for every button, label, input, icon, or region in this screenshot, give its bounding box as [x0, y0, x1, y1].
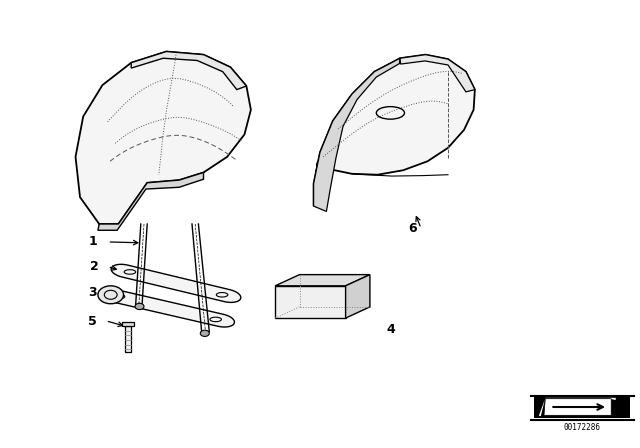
Text: 6: 6: [408, 222, 417, 235]
Polygon shape: [275, 286, 346, 318]
Polygon shape: [400, 55, 475, 92]
Circle shape: [135, 303, 144, 310]
Polygon shape: [346, 275, 370, 318]
Polygon shape: [98, 172, 204, 230]
Polygon shape: [539, 398, 616, 416]
Text: 4: 4: [386, 323, 395, 336]
Polygon shape: [76, 52, 251, 224]
Circle shape: [200, 330, 209, 336]
Polygon shape: [314, 55, 475, 206]
FancyBboxPatch shape: [125, 326, 131, 352]
Text: 2: 2: [90, 260, 99, 273]
Polygon shape: [544, 399, 611, 415]
Polygon shape: [100, 289, 234, 327]
Text: 00172286: 00172286: [564, 423, 601, 432]
Polygon shape: [275, 275, 370, 286]
Text: 5: 5: [88, 315, 97, 328]
Text: 1: 1: [88, 235, 97, 249]
Polygon shape: [122, 322, 134, 326]
Text: 3: 3: [88, 285, 97, 299]
Polygon shape: [111, 264, 241, 302]
Polygon shape: [131, 52, 246, 90]
Circle shape: [98, 286, 124, 304]
Polygon shape: [534, 396, 630, 418]
Polygon shape: [314, 58, 400, 211]
